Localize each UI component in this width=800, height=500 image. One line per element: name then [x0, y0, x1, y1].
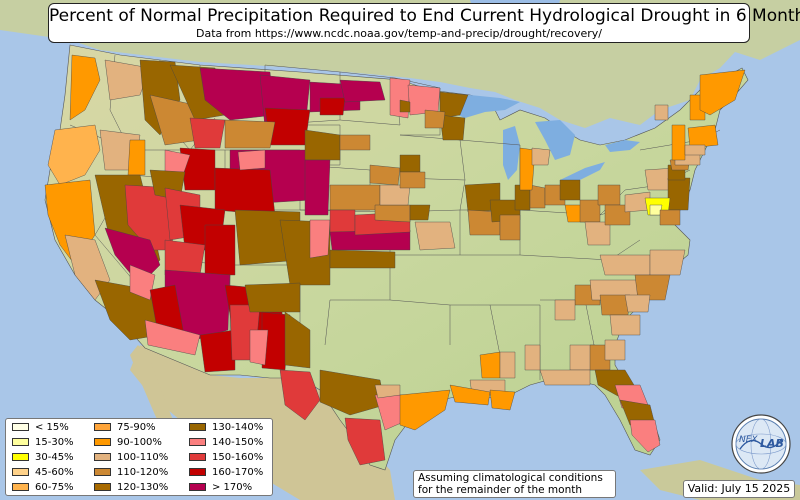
legend-swatch — [12, 468, 29, 476]
legend-swatch — [94, 483, 111, 491]
legend-item: 30-45% — [12, 452, 74, 464]
nexlab-logo: NEX LAB — [731, 414, 791, 474]
legend-swatch — [12, 423, 29, 431]
legend-label: 140-150% — [212, 437, 264, 448]
legend-swatch — [189, 483, 206, 491]
legend-label: < 15% — [35, 422, 69, 433]
legend-label: 150-160% — [212, 452, 264, 463]
legend-item: 60-75% — [12, 482, 74, 494]
assumption-note-line-2: for the remainder of the month — [418, 484, 583, 496]
legend-item: 100-110% — [94, 452, 168, 464]
legend-swatch — [189, 423, 206, 431]
assumption-note-line-1: Assuming climatological conditions — [418, 472, 603, 484]
valid-date-label: Valid: July 15 2025 — [683, 480, 795, 498]
lake-ontario — [605, 140, 640, 152]
drought-regions — [44, 54, 746, 466]
legend-label: 120-130% — [117, 482, 169, 493]
legend-swatch — [189, 438, 206, 446]
map-subtitle: Data from https://www.ncdc.noaa.gov/temp… — [196, 27, 602, 40]
legend-item: 160-170% — [189, 467, 263, 479]
legend-item: 150-160% — [189, 452, 263, 464]
legend-label: 100-110% — [117, 452, 169, 463]
logo-text-right: LAB — [760, 437, 784, 450]
title-box: Percent of Normal Precipitation Required… — [48, 3, 800, 43]
legend-swatch — [94, 438, 111, 446]
legend-item: 75-90% — [94, 422, 156, 434]
logo-text-left: NEX — [739, 435, 758, 445]
legend-label: 45-60% — [35, 467, 74, 478]
assumption-note: Assuming climatological conditions for t… — [413, 470, 616, 498]
lake-huron — [535, 120, 575, 160]
legend-swatch — [189, 453, 206, 461]
legend-swatch — [189, 468, 206, 476]
legend-swatch — [12, 453, 29, 461]
legend-label: 90-100% — [117, 437, 162, 448]
legend-swatch — [94, 423, 111, 431]
legend-label: 160-170% — [212, 467, 264, 478]
legend-item: 140-150% — [189, 437, 263, 449]
legend-label: 75-90% — [117, 422, 156, 433]
legend-item: 90-100% — [94, 437, 162, 449]
legend-label: 130-140% — [212, 422, 264, 433]
map-title: Percent of Normal Precipitation Required… — [49, 6, 800, 26]
legend-item: 15-30% — [12, 437, 74, 449]
legend-item: 45-60% — [12, 467, 74, 479]
legend-item: > 170% — [189, 482, 252, 494]
legend-label: 30-45% — [35, 452, 74, 463]
legend-label: 110-120% — [117, 467, 169, 478]
legend-swatch — [94, 453, 111, 461]
legend-swatch — [12, 483, 29, 491]
legend: < 15% 15-30% 30-45% 45-60% 60-75% 75-90% 90-10… — [5, 418, 273, 496]
legend-item: 110-120% — [94, 467, 168, 479]
legend-label: 15-30% — [35, 437, 74, 448]
legend-label: 60-75% — [35, 482, 74, 493]
legend-item: 120-130% — [94, 482, 168, 494]
legend-item: < 15% — [12, 422, 69, 434]
legend-swatch — [94, 468, 111, 476]
legend-swatch — [12, 438, 29, 446]
lake-michigan — [503, 126, 520, 180]
legend-label: > 170% — [212, 482, 253, 493]
legend-item: 130-140% — [189, 422, 263, 434]
